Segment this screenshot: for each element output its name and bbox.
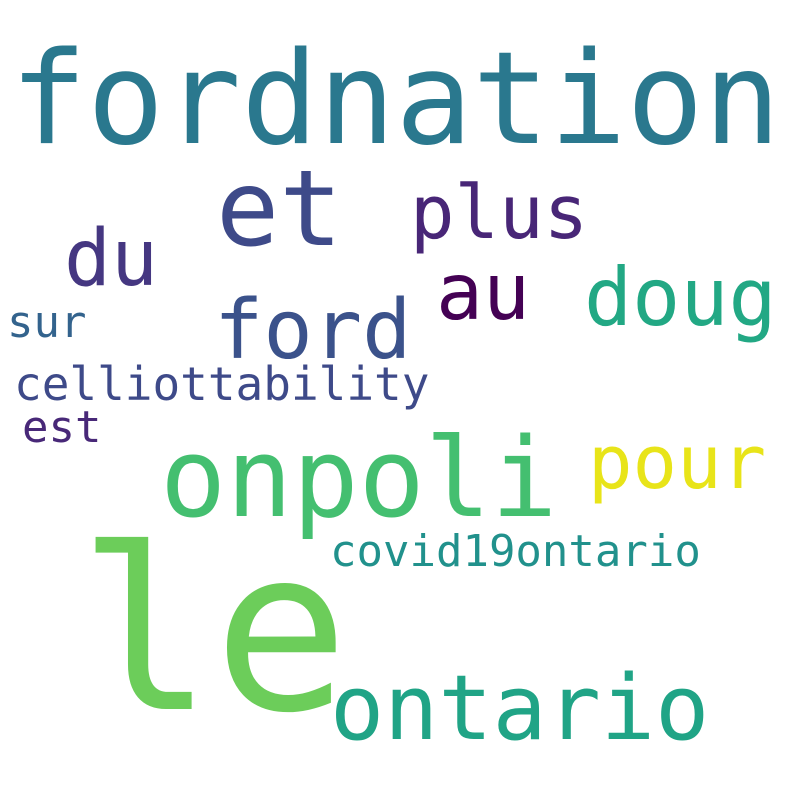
- word-celliottability: celliottability: [14, 357, 430, 411]
- word-et: et: [216, 148, 343, 270]
- word-fordnation: fordnation: [10, 25, 781, 174]
- word-le: le: [78, 501, 349, 763]
- word-pour: pour: [588, 420, 767, 506]
- word-sur: sur: [7, 297, 87, 348]
- word-plus: plus: [410, 170, 589, 256]
- word-covid19ontario: covid19ontario: [330, 526, 701, 577]
- word-au: au: [436, 248, 530, 338]
- word-du: du: [64, 214, 158, 304]
- word-ontario: ontario: [330, 656, 710, 761]
- word-onpoli: onpoli: [160, 414, 558, 542]
- word-ford: ford: [214, 283, 412, 378]
- word-doug: doug: [584, 251, 777, 344]
- word-est: est: [22, 402, 102, 453]
